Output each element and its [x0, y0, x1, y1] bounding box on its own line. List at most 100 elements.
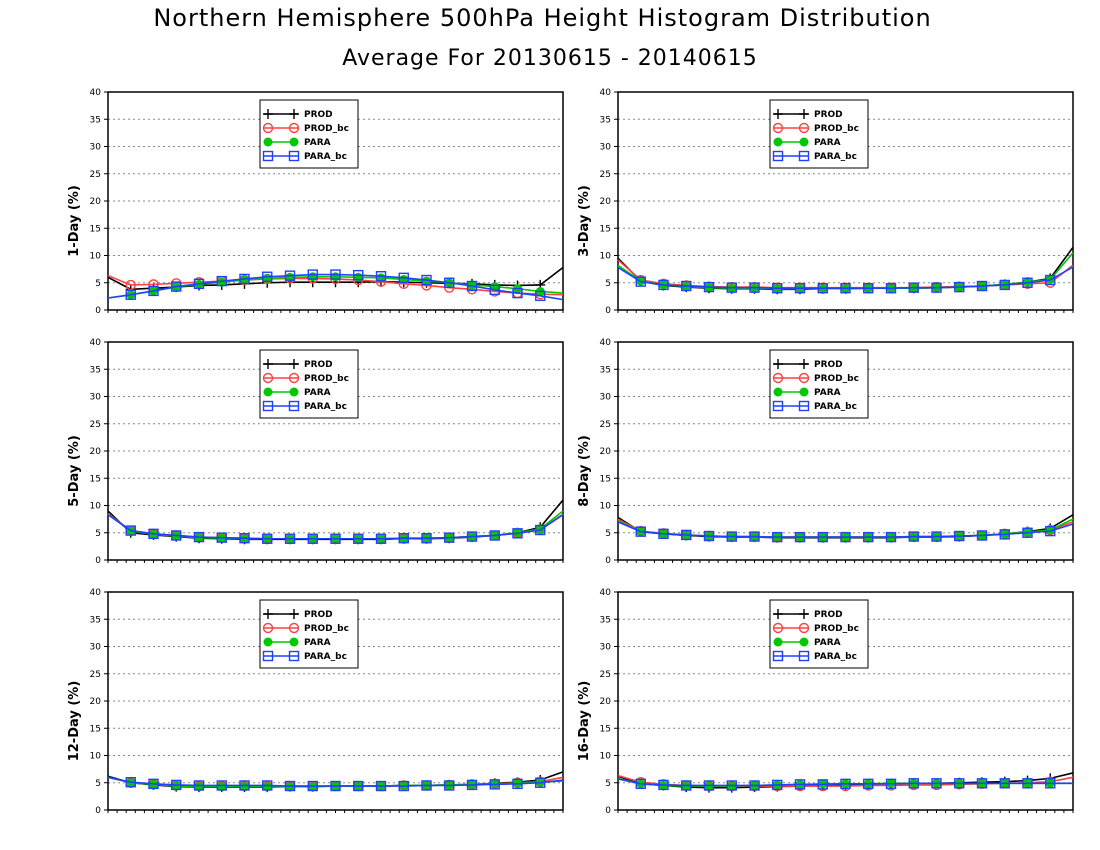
legend-marker [798, 372, 810, 384]
legend-marker [799, 109, 809, 119]
y-tick-label: 15 [90, 224, 101, 234]
legend-label: PROD_bc [304, 374, 349, 384]
data-point [794, 531, 806, 543]
y-tick-label: 20 [600, 197, 612, 207]
plot-frame [107, 91, 564, 311]
data-point [1022, 277, 1033, 288]
data-point [307, 269, 318, 280]
legend-marker [772, 122, 784, 134]
y-tick-label: 25 [90, 420, 101, 430]
y-tick-label: 40 [600, 338, 612, 348]
legend-label: PARA [814, 388, 841, 398]
data-point [794, 283, 806, 294]
data-point [954, 281, 965, 293]
series-line-para-bc [617, 266, 1074, 290]
y-tick-label: 10 [600, 502, 612, 512]
y-tick-label: 40 [600, 88, 612, 98]
legend-marker [263, 387, 273, 397]
chart-subtitle: Average For 20130615 - 20140615 [342, 46, 758, 71]
data-point [421, 780, 432, 791]
data-point [817, 283, 828, 294]
data-point [240, 782, 249, 792]
legend-label: PROD_bc [814, 374, 859, 384]
y-axis-label: 3-Day (%) [577, 185, 592, 257]
data-point [863, 531, 874, 543]
legend-marker [288, 400, 300, 412]
plot-frame [617, 91, 1074, 311]
y-tick-label: 5 [95, 529, 101, 539]
data-point [535, 777, 546, 788]
data-point [1022, 527, 1033, 538]
legend-label: PROD [304, 360, 333, 370]
y-tick-label: 0 [95, 306, 101, 316]
data-point [240, 275, 249, 285]
legend-marker [263, 359, 273, 369]
plot-frame [617, 591, 1074, 811]
legend-label: PARA_bc [304, 402, 347, 412]
legend-label: PARA [304, 638, 331, 648]
chart-panel-2: 0 5 10 15 20 25 30 35 40 3-Day (%) PROD PROD_bc PARA… [577, 88, 1074, 316]
y-tick-label: 15 [600, 224, 611, 234]
data-point [262, 782, 272, 792]
legend-marker [263, 109, 273, 119]
legend-marker [773, 137, 783, 147]
legend-label: PROD [304, 110, 333, 120]
data-point [239, 273, 250, 285]
legend-label: PARA_bc [304, 652, 347, 662]
legend-marker [798, 622, 810, 634]
legend-marker [262, 372, 274, 384]
data-point [148, 778, 159, 790]
plot-frame [107, 591, 564, 811]
legend-marker [289, 387, 299, 397]
legend-label: PARA [814, 138, 841, 148]
legend-marker [798, 150, 810, 162]
data-point [817, 779, 828, 790]
data-point [635, 778, 646, 790]
y-tick-label: 35 [600, 365, 611, 375]
y-tick-label: 30 [90, 143, 102, 153]
data-point [489, 779, 500, 790]
data-point [658, 528, 669, 540]
legend-marker [773, 359, 783, 369]
y-tick-label: 5 [605, 529, 611, 539]
legend-label: PARA_bc [814, 652, 857, 662]
y-tick-label: 30 [600, 643, 612, 653]
y-tick-label: 30 [90, 643, 102, 653]
legend-marker [262, 122, 274, 134]
data-point [681, 780, 692, 791]
legend-marker [288, 150, 300, 162]
y-tick-label: 15 [600, 474, 611, 484]
chart-title: Northern Hemisphere 500hPa Height Histog… [153, 4, 932, 32]
legend-marker [772, 400, 784, 412]
data-point [512, 287, 523, 299]
data-point [726, 282, 737, 293]
data-point [840, 531, 851, 543]
y-tick-label: 25 [600, 170, 611, 180]
data-point [398, 780, 409, 792]
data-point [444, 277, 455, 288]
data-point [466, 280, 478, 292]
y-tick-label: 20 [90, 697, 102, 707]
legend-marker [772, 372, 784, 384]
legend-marker [798, 400, 810, 412]
y-axis-label: 5-Day (%) [67, 435, 82, 507]
data-point [749, 780, 760, 791]
data-point [1045, 778, 1056, 789]
data-point [535, 524, 545, 534]
series-line-para-bc [617, 521, 1074, 538]
data-point [239, 780, 250, 791]
data-point [658, 279, 669, 291]
legend-box [259, 349, 359, 419]
data-point [262, 533, 273, 544]
y-axis-label: 1-Day (%) [67, 185, 82, 257]
data-point [375, 780, 387, 792]
legend-marker [773, 387, 783, 397]
y-tick-label: 10 [90, 752, 102, 762]
y-tick-label: 10 [90, 252, 102, 262]
legend-marker [288, 122, 300, 134]
legend-marker [262, 150, 274, 162]
legend-marker [799, 359, 809, 369]
data-point [512, 528, 523, 539]
data-point [535, 524, 546, 536]
